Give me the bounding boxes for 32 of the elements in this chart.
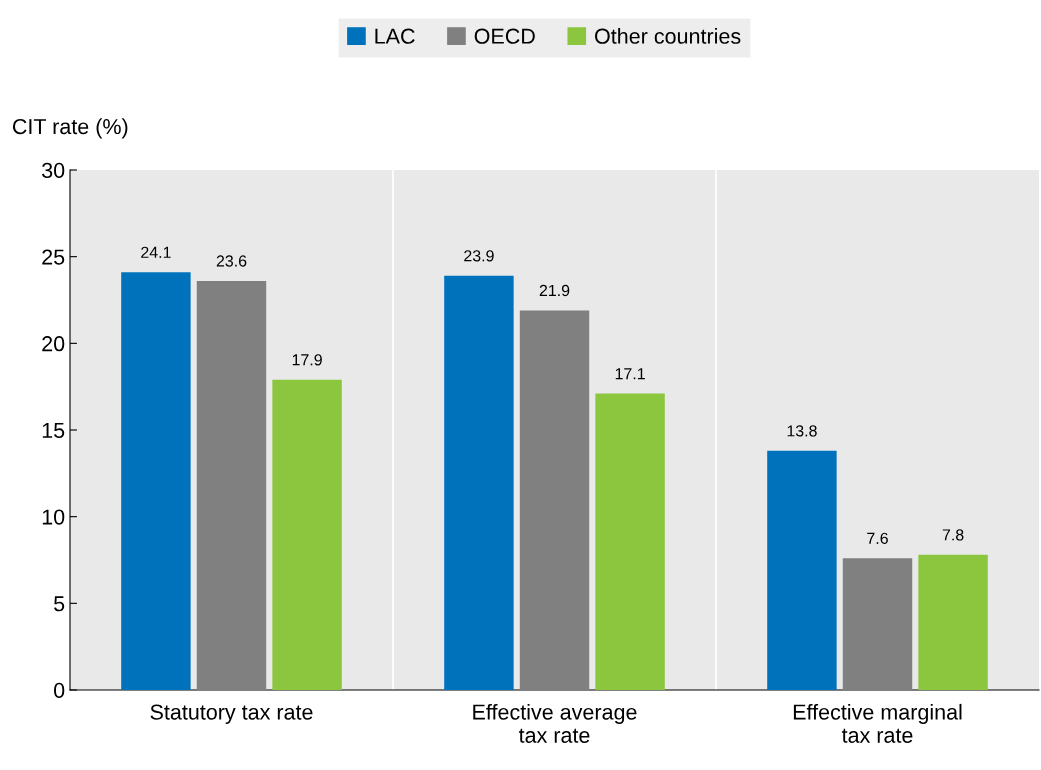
y-tick-label: 15: [42, 422, 65, 439]
x-tick-label: Effective marginal tax rate: [793, 703, 962, 743]
x-tick-label: Effective average tax rate: [473, 703, 637, 743]
y-tick-label: 20: [42, 336, 65, 352]
data-label: 17.9: [292, 354, 322, 366]
bar: [918, 554, 988, 690]
bar: [444, 275, 514, 690]
x-tick-label: Statutory tax rate: [150, 704, 313, 724]
data-label: 23.6: [216, 255, 247, 267]
data-label: 7.6: [867, 532, 888, 544]
data-label: 7.8: [942, 529, 964, 541]
data-label: 17.1: [615, 368, 645, 380]
legend-label: LAC: [375, 28, 415, 44]
bar: [196, 280, 267, 690]
bar: [121, 272, 191, 690]
y-axis-title: CIT rate (%): [12, 118, 128, 139]
y-tick-label: 5: [54, 596, 65, 612]
legend-label: OECD: [474, 28, 535, 44]
bar: [272, 379, 342, 690]
bar: [595, 393, 665, 690]
bar: [842, 558, 913, 690]
data-label: 13.8: [787, 425, 817, 437]
y-tick-label: 30: [42, 162, 65, 179]
data-label: 24.1: [141, 246, 171, 258]
bar: [519, 310, 590, 690]
y-tick-label: 0: [54, 682, 65, 699]
data-label: 23.9: [464, 250, 494, 262]
legend-label: Other countries: [595, 28, 741, 44]
bar: [767, 450, 837, 690]
y-tick-label: 10: [42, 509, 65, 525]
data-label: 21.9: [539, 284, 570, 297]
y-tick-label: 25: [42, 249, 65, 265]
